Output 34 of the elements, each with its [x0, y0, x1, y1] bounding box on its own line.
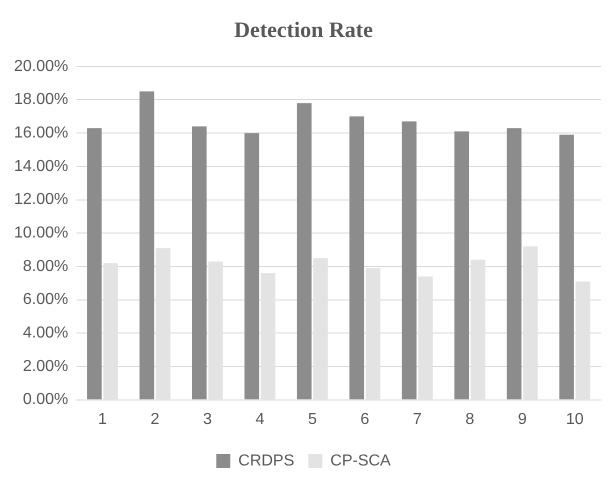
bar: [559, 134, 574, 400]
y-tick-label: 0.00%: [22, 391, 68, 408]
legend-label: CRDPS: [238, 452, 294, 470]
y-tick-label: 4.00%: [22, 324, 68, 342]
x-tick-label: 5: [308, 410, 317, 428]
x-tick-label: 2: [150, 410, 160, 428]
x-tick-label: 8: [465, 410, 474, 428]
x-tick-label: 4: [255, 410, 264, 428]
x-tick-label: 1: [98, 410, 108, 428]
y-tick-label: 8.00%: [22, 258, 68, 275]
y-tick-label: 6.00%: [22, 291, 68, 308]
bar: [349, 116, 364, 400]
bar: [244, 133, 260, 400]
y-tick-label: 12.00%: [14, 191, 68, 208]
x-tick-label: 9: [518, 410, 527, 428]
y-tick-label: 20.00%: [14, 58, 68, 75]
legend-label: CP-SCA: [330, 452, 392, 470]
chart-title: Detection Rate: [234, 16, 374, 42]
bar: [506, 128, 522, 400]
x-tick-label: 10: [566, 410, 584, 428]
y-tick-label: 14.00%: [14, 158, 68, 175]
y-tick-label: 2.00%: [22, 358, 68, 375]
bar: [402, 121, 417, 400]
x-tick-label: 7: [412, 410, 422, 428]
bar: [140, 91, 154, 400]
bar: [87, 128, 102, 400]
x-tick-label: 3: [202, 410, 212, 428]
y-tick-label: 18.00%: [14, 91, 68, 108]
x-tick-label: 6: [360, 410, 370, 428]
bar: [192, 126, 207, 400]
bar: [296, 103, 312, 400]
y-tick-label: 10.00%: [14, 224, 68, 242]
y-tick-label: 16.00%: [14, 124, 68, 142]
bar: [454, 131, 470, 400]
